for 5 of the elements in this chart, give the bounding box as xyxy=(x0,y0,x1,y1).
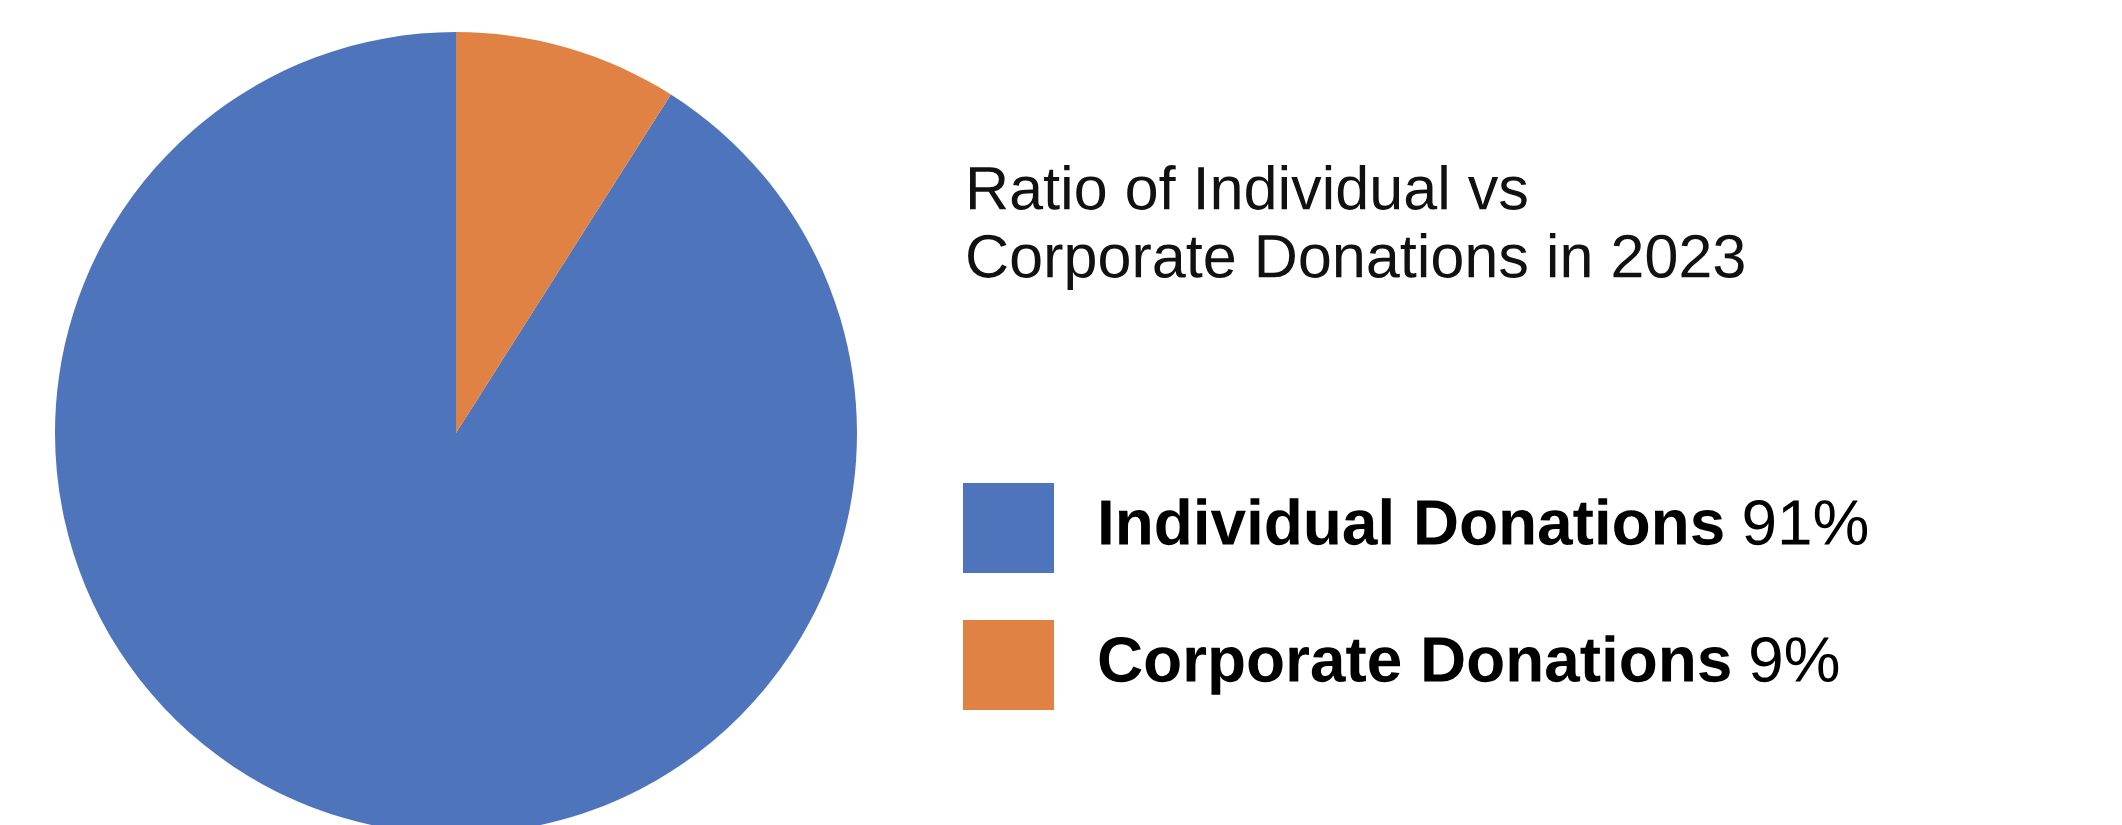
legend-label: Corporate Donations xyxy=(1099,635,1730,695)
data-label: 9% xyxy=(1751,636,1839,683)
text: Ratio of Individual vs Corporate Donations in 2023 xyxy=(968,165,1744,291)
legend-label: Individual Donations xyxy=(1101,498,1723,546)
data-label: 91% xyxy=(1744,499,1868,546)
